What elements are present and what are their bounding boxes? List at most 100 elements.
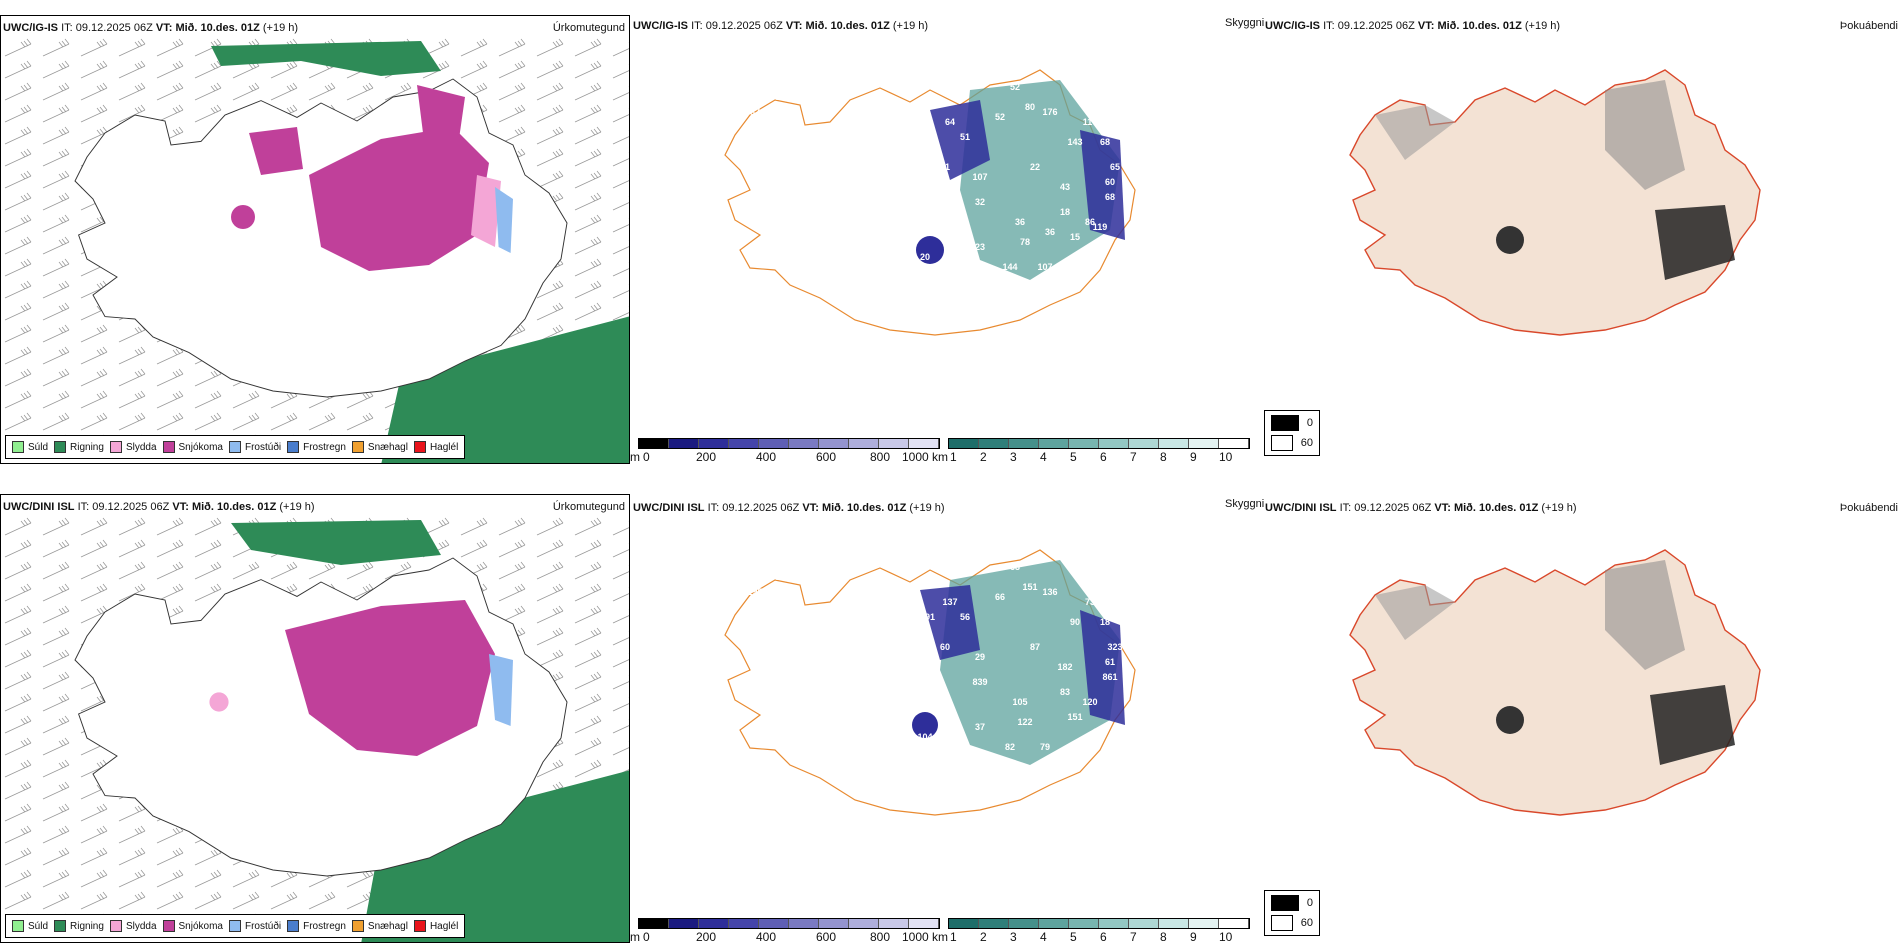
fog-area-vatnajokull xyxy=(1650,685,1735,765)
ceiling-label: 36 xyxy=(1015,217,1025,227)
ceiling-label: 83 xyxy=(1060,687,1070,697)
ceiling-tick: 400 xyxy=(756,450,777,464)
visibility-unit: km xyxy=(932,450,948,464)
ceiling-tick: 400 xyxy=(756,930,777,944)
ceiling-label: 52 xyxy=(1010,82,1020,92)
row-dini: UWC/DINI ISL IT: 09.12.2025 06Z VT: Mið.… xyxy=(0,480,1900,950)
ceiling-label: 29 xyxy=(975,652,985,662)
visibility-tick: 10 xyxy=(1219,450,1233,464)
ceiling-tick: 800 xyxy=(870,450,891,464)
visibility-tick: 8 xyxy=(1160,450,1167,464)
fog-title: Þokuábendi xyxy=(1839,502,1898,514)
legend-swatch xyxy=(12,441,24,453)
visibility-tick: 6 xyxy=(1100,930,1107,944)
vt-label: VT: xyxy=(155,22,173,34)
ceiling-label: 91 xyxy=(925,612,935,622)
low-ceiling-langjokull xyxy=(916,236,944,264)
legend-item: Rigning xyxy=(54,920,104,932)
legend-swatch xyxy=(109,441,122,453)
ceiling-label: 18 xyxy=(1100,617,1110,627)
fog-area-north xyxy=(1605,80,1685,190)
ceiling-label: 18 xyxy=(1060,207,1070,217)
fog-swatch xyxy=(1271,415,1299,431)
legend-item: Frostúði xyxy=(228,920,281,932)
legend-item: Frostregn xyxy=(287,920,346,932)
fog-swatch xyxy=(1271,895,1299,911)
ceiling-label: 195 xyxy=(747,587,762,597)
legend-swatch xyxy=(351,441,364,453)
fog-legend-item: 0 xyxy=(1271,415,1313,431)
ceiling-label: 122 xyxy=(1017,717,1032,727)
ceiling-label: 151 xyxy=(1067,712,1082,722)
legend-swatch xyxy=(12,920,24,932)
precip-legend: Súld Rigning Slydda Snjókoma Frostúði Fr… xyxy=(5,435,466,459)
low-ceiling-area xyxy=(930,100,990,180)
ceiling-label: 104 xyxy=(917,732,932,742)
ceiling-label: 80 xyxy=(1025,102,1035,112)
ceiling-tick: 200 xyxy=(696,930,717,944)
legend-swatch xyxy=(228,441,241,453)
ceiling-label: 107 xyxy=(972,172,987,182)
ceiling-label: 87 xyxy=(1030,642,1040,652)
ceiling-label: 107 xyxy=(1037,262,1052,272)
panel-title: UWC/IG-IS IT: 09.12.2025 06Z VT: Mið. 10… xyxy=(633,20,929,32)
ceiling-colorbar: m 0 200 400 600 800 1000 xyxy=(630,918,940,948)
sleet-area xyxy=(209,692,229,712)
precip-panel: UWC/IG-IS IT: 09.12.2025 06Z VT: Mið. 10… xyxy=(0,15,630,464)
ceiling-label: 60 xyxy=(940,642,950,652)
it-value: 09.12.2025 06Z xyxy=(75,22,153,34)
legend-item: Slydda xyxy=(109,441,157,453)
freezing-drizzle-area xyxy=(495,187,513,254)
fog-title: Þokuábendi xyxy=(1839,20,1898,32)
fog-area-westfjords xyxy=(1375,105,1455,160)
ceiling-label: 63 xyxy=(790,117,800,127)
ceiling-label: 861 xyxy=(1102,672,1117,682)
ceiling-label: 60 xyxy=(1105,177,1115,187)
legend-swatch xyxy=(54,441,67,453)
ceiling-label: 105 xyxy=(1012,697,1027,707)
fog-legend-item: 0 xyxy=(1271,895,1313,911)
ceiling-label: 60 xyxy=(995,762,1005,772)
precip-type-title: Úrkomutegund xyxy=(552,22,625,34)
rain-area-north xyxy=(231,520,441,565)
fog-panel: UWC/DINI ISL IT: 09.12.2025 06Z VT: Mið.… xyxy=(1265,480,1900,950)
legend-item: Snjókoma xyxy=(162,920,223,932)
legend-item: Rigning xyxy=(54,441,104,453)
ceiling-label: 70 xyxy=(775,572,785,582)
ceiling-label: 32 xyxy=(975,197,985,207)
legend-item: Haglél xyxy=(413,920,458,932)
legend-item: Haglél xyxy=(413,441,458,453)
fog-panel: UWC/IG-IS IT: 09.12.2025 06Z VT: Mið. 10… xyxy=(1265,0,1900,470)
panel-title: UWC/IG-IS IT: 09.12.2025 06Z VT: Mið. 10… xyxy=(1265,20,1561,32)
legend-swatch xyxy=(54,920,67,932)
panel-title: UWC/DINI ISL IT: 09.12.2025 06Z VT: Mið.… xyxy=(3,501,315,513)
legend-swatch xyxy=(228,920,241,932)
ceiling-label: 119 xyxy=(1093,222,1108,232)
ceiling-label: 90 xyxy=(1070,617,1080,627)
snow-area xyxy=(285,600,496,756)
ceiling-label: 52 xyxy=(995,112,1005,122)
precip-map xyxy=(1,515,629,942)
legend-swatch xyxy=(413,920,426,932)
ceiling-bar xyxy=(638,918,940,929)
ceiling-tick: 800 xyxy=(870,930,891,944)
visibility-tick: 4 xyxy=(1040,450,1047,464)
panel-title: UWC/DINI ISL IT: 09.12.2025 06Z VT: Mið.… xyxy=(1265,502,1577,514)
ceiling-unit: m xyxy=(630,930,640,944)
ceiling-labels: 70 37 63 52 80 176 117 52 64 74 51 143 68 65 60 61 107 22… xyxy=(750,82,1120,372)
legend-swatch xyxy=(287,920,300,932)
visibility-map: 70 37 63 52 80 176 117 52 64 74 51 143 68 65 60 61 107 22… xyxy=(724,69,1136,372)
ceiling-label: 79 xyxy=(1040,742,1050,752)
ceiling-label: 188 xyxy=(1092,727,1107,737)
ceiling-label: 37 xyxy=(975,722,985,732)
snow-area xyxy=(309,127,490,271)
low-ceiling-area xyxy=(920,585,980,660)
visibility-tick: 7 xyxy=(1130,930,1137,944)
ceiling-label: 80 xyxy=(995,282,1005,292)
ceiling-label: 66 xyxy=(995,592,1005,602)
legend-swatch xyxy=(287,441,300,453)
visibility-tick: 6 xyxy=(1100,450,1107,464)
fog-legend: 0 60 xyxy=(1264,410,1320,456)
